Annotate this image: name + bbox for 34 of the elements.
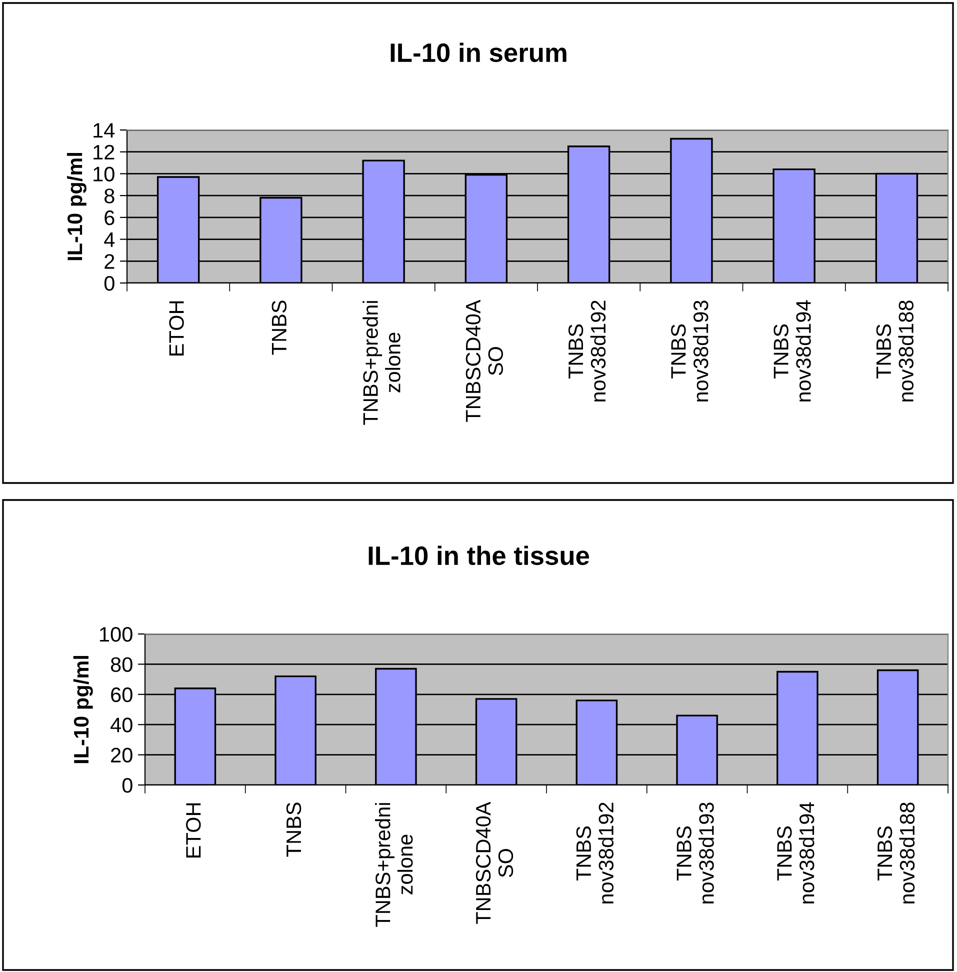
x-tick-label: TNBS nov38d193 [671, 300, 708, 402]
chart-title: IL-10 in serum [390, 42, 566, 62]
y-tick-label: 12 [94, 144, 114, 160]
x-tick-label: TNBS [272, 300, 287, 355]
x-tick-label: TNBS nov38d192 [568, 300, 606, 402]
y-tick-label: 80 [110, 657, 132, 672]
x-tick-label: TNBS nov38d188 [876, 300, 914, 402]
x-tick-label: ETOH [186, 803, 201, 858]
x-tick-label: TNBS nov38d194 [774, 300, 811, 402]
x-tick-label: TNBSCD40A SO [466, 300, 503, 422]
x-tick-label: TNBS+predni zolone [375, 803, 413, 927]
y-tick-label: 6 [104, 210, 114, 226]
x-tick-label: TNBS nov38d193 [676, 802, 714, 904]
x-tick-label: TNBS [286, 802, 302, 857]
y-tick-label: 0 [122, 778, 132, 793]
y-tick-label: 2 [104, 254, 114, 269]
y-tick-label: 40 [110, 718, 132, 732]
y-tick-label: 100 [100, 627, 132, 642]
y-tick-label: 20 [111, 748, 132, 763]
x-tick-label: TNBS nov38d192 [576, 802, 614, 904]
x-tick-label: ETOH [169, 301, 184, 356]
y-tick-label: 60 [111, 687, 132, 702]
y-axis-title: IL-10 pg/ml [73, 656, 93, 764]
y-tick-label: 0 [104, 276, 114, 291]
y-tick-label: 14 [94, 123, 115, 138]
y-tick-label: 4 [104, 232, 115, 247]
y-tick-label: 10 [94, 166, 114, 182]
x-tick-label: TNBS nov38d188 [877, 802, 915, 904]
y-axis-title: IL-10 pg/ml [66, 152, 86, 260]
y-tick-label: 8 [104, 188, 114, 204]
x-tick-label: TNBSCD40A SO [476, 802, 514, 924]
x-tick-label: TNBS nov38d194 [777, 802, 814, 904]
x-tick-label: TNBS+predni zolone [362, 301, 400, 425]
chart-title: IL-10 in the tissue [368, 546, 590, 566]
